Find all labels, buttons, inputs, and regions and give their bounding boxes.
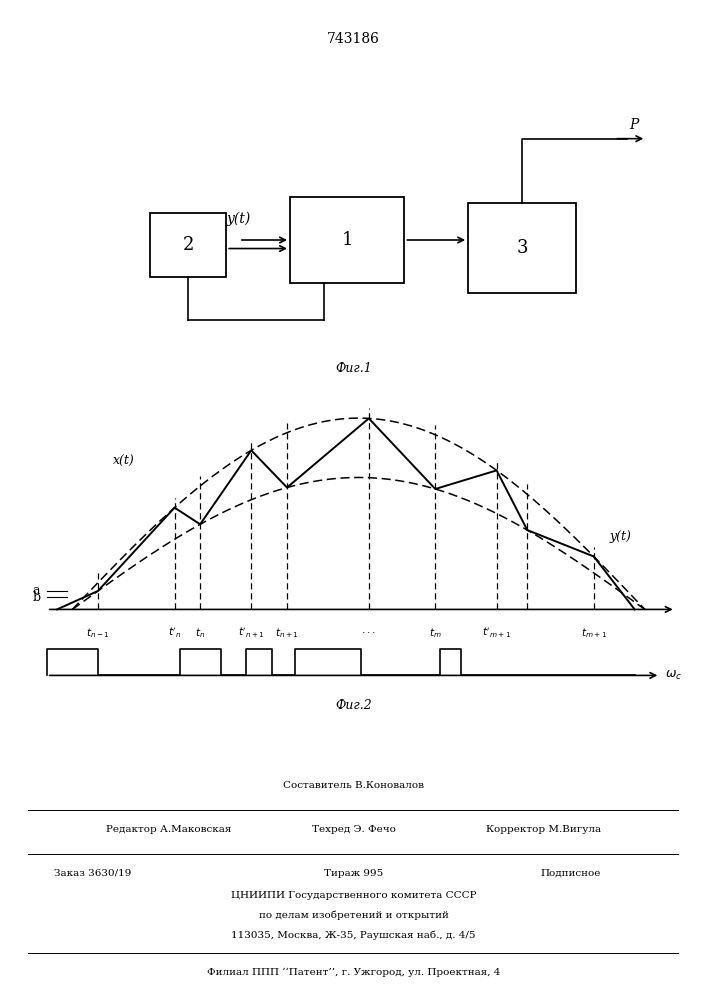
Text: Составитель В.Коновалов: Составитель В.Коновалов bbox=[283, 781, 424, 790]
Text: $t_m$: $t_m$ bbox=[429, 626, 442, 640]
Text: $t_{n-1}$: $t_{n-1}$ bbox=[86, 626, 110, 640]
Text: Фиг.1: Фиг.1 bbox=[335, 361, 372, 374]
Text: Подписное: Подписное bbox=[540, 869, 601, 878]
Bar bbox=[468, 203, 576, 293]
Text: 113035, Москва, Ж-35, Раушская наб., д. 4/5: 113035, Москва, Ж-35, Раушская наб., д. … bbox=[231, 930, 476, 940]
Text: $t'_n$: $t'_n$ bbox=[168, 626, 181, 640]
Text: b: b bbox=[33, 591, 40, 604]
Text: Корректор М.Вигула: Корректор М.Вигула bbox=[486, 825, 601, 834]
Text: P: P bbox=[629, 118, 638, 132]
Text: Техред Э. Фечо: Техред Э. Фечо bbox=[312, 825, 395, 834]
Text: $t_n$: $t_n$ bbox=[195, 626, 205, 640]
Text: Филиал ППП ‘‘Патент’’, г. Ужгород, ул. Проектная, 4: Филиал ППП ‘‘Патент’’, г. Ужгород, ул. П… bbox=[207, 968, 500, 977]
Text: ЦНИИПИ Государственного комитета СССР: ЦНИИПИ Государственного комитета СССР bbox=[230, 891, 477, 900]
Text: $t_{n+1}$: $t_{n+1}$ bbox=[275, 626, 299, 640]
Text: x(t): x(t) bbox=[113, 454, 135, 467]
Text: $t'_{m+1}$: $t'_{m+1}$ bbox=[482, 626, 511, 640]
Text: Фиг.2: Фиг.2 bbox=[335, 699, 372, 712]
Text: 743186: 743186 bbox=[327, 32, 380, 46]
Text: $\omega_c$: $\omega_c$ bbox=[665, 669, 682, 682]
Text: $t_{m+1}$: $t_{m+1}$ bbox=[580, 626, 607, 640]
Text: y(t): y(t) bbox=[609, 530, 631, 543]
Text: 3: 3 bbox=[516, 239, 528, 257]
Text: $...$: $...$ bbox=[361, 626, 376, 635]
Text: a: a bbox=[33, 584, 40, 597]
Text: $t'_{n+1}$: $t'_{n+1}$ bbox=[238, 626, 264, 640]
Text: 2: 2 bbox=[182, 236, 194, 254]
Text: 1: 1 bbox=[341, 231, 353, 249]
Text: по делам изобретений и открытий: по делам изобретений и открытий bbox=[259, 910, 448, 920]
Text: Заказ 3630/19: Заказ 3630/19 bbox=[54, 869, 132, 878]
Text: Редактор А.Маковская: Редактор А.Маковская bbox=[106, 825, 232, 834]
Bar bbox=[150, 213, 226, 277]
Bar bbox=[290, 197, 404, 283]
Text: Тираж 995: Тираж 995 bbox=[324, 869, 383, 878]
Text: y(t): y(t) bbox=[226, 211, 250, 226]
